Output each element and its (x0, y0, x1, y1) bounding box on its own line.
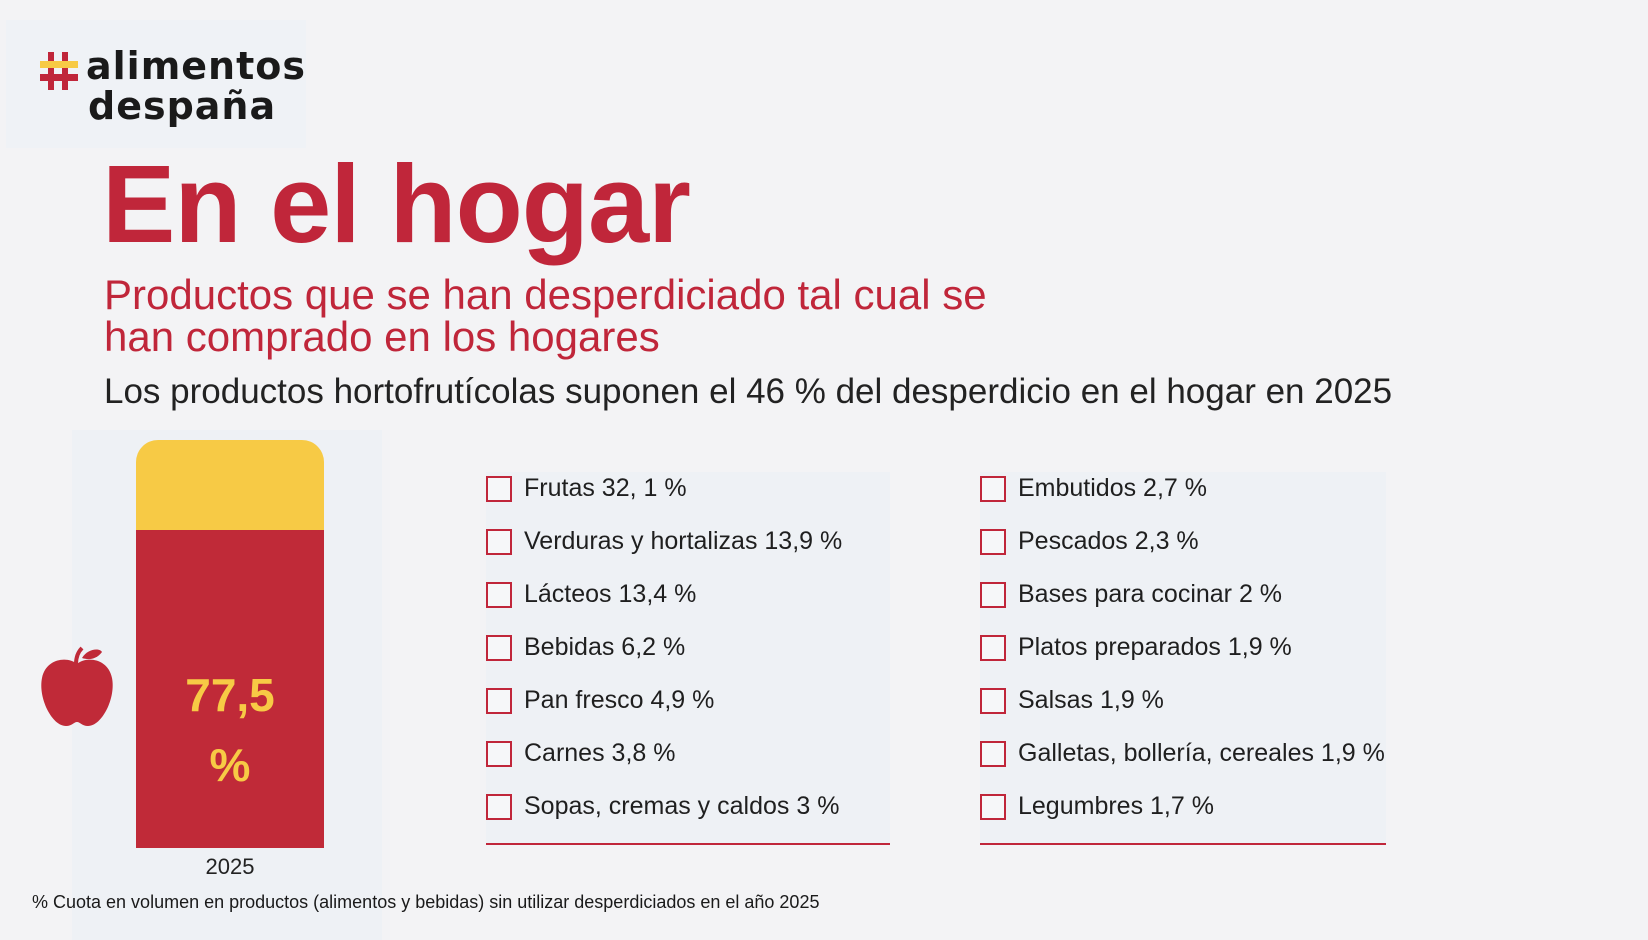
list-item-label: Sopas, cremas y caldos 3 % (524, 792, 840, 820)
checkbox-icon (486, 476, 512, 502)
list-item-label: Pescados 2,3 % (1018, 527, 1199, 555)
headline: Los productos hortofrutícolas suponen el… (104, 372, 1393, 411)
bar-segment-value (136, 530, 324, 848)
checkbox-icon (980, 635, 1006, 661)
list-item: Carnes 3,8 % (486, 737, 890, 792)
apple-icon (41, 646, 113, 726)
list-item-label: Salsas 1,9 % (1018, 686, 1164, 714)
list-item: Bases para cocinar 2 % (980, 578, 1386, 633)
list-item: Platos preparados 1,9 % (980, 631, 1386, 686)
list-item-label: Bases para cocinar 2 % (1018, 580, 1283, 608)
footnote: % Cuota en volumen en productos (aliment… (32, 892, 820, 912)
list-item: Sopas, cremas y caldos 3 % (486, 790, 890, 845)
list-item-label: Frutas 32, 1 % (524, 474, 687, 502)
list-item-label: Legumbres 1,7 % (1018, 792, 1214, 820)
logo-text-line2: despaña (88, 84, 277, 128)
checkbox-icon (486, 635, 512, 661)
bar-value-number: 77,5 (185, 669, 275, 721)
list-item: Salsas 1,9 % (980, 684, 1386, 739)
checkbox-icon (980, 476, 1006, 502)
list-item-label: Platos preparados 1,9 % (1018, 633, 1292, 661)
list-item: Lácteos 13,4 % (486, 578, 890, 633)
list-item-label: Carnes 3,8 % (524, 739, 676, 767)
checkbox-icon (486, 582, 512, 608)
list-item-label: Lácteos 13,4 % (524, 580, 697, 608)
checkbox-icon (486, 741, 512, 767)
list-item: Pan fresco 4,9 % (486, 684, 890, 739)
checkbox-icon (980, 741, 1006, 767)
list-item: Legumbres 1,7 % (980, 790, 1386, 845)
subtitle-line-1: Productos que se han desperdiciado tal c… (104, 271, 987, 318)
list-item: Frutas 32, 1 % (486, 472, 890, 527)
checkbox-icon (486, 529, 512, 555)
list-item: Galletas, bollería, cereales 1,9 % (980, 737, 1386, 792)
list-item: Pescados 2,3 % (980, 525, 1386, 580)
logo-text-line1: alimentos (86, 44, 307, 88)
list-item-label: Embutidos 2,7 % (1018, 474, 1207, 502)
subtitle-line-2: han comprado en los hogares (104, 313, 660, 360)
list-item-label: Pan fresco 4,9 % (524, 686, 715, 714)
list-item-label: Galletas, bollería, cereales 1,9 % (1018, 739, 1385, 767)
logo-box (6, 20, 306, 148)
hashtag-icon (40, 52, 78, 90)
page-title: En el hogar (102, 143, 691, 266)
bar-category-label: 2025 (205, 854, 255, 879)
checkbox-icon (980, 582, 1006, 608)
list-item: Bebidas 6,2 % (486, 631, 890, 686)
checkbox-icon (980, 529, 1006, 555)
list-item: Embutidos 2,7 % (980, 472, 1386, 527)
checkbox-icon (980, 794, 1006, 820)
list-item: Verduras y hortalizas 13,9 % (486, 525, 890, 580)
list-item-label: Verduras y hortalizas 13,9 % (524, 527, 843, 555)
checkbox-icon (486, 688, 512, 714)
bar-value-unit: % (209, 739, 251, 791)
list-item-label: Bebidas 6,2 % (524, 633, 686, 661)
page-subtitle: Productos que se han desperdiciado tal c… (104, 274, 1044, 358)
checkbox-icon (486, 794, 512, 820)
bar-segment-remainder (136, 440, 324, 532)
checkbox-icon (980, 688, 1006, 714)
bar-value-label: 77,5 % (136, 660, 324, 800)
